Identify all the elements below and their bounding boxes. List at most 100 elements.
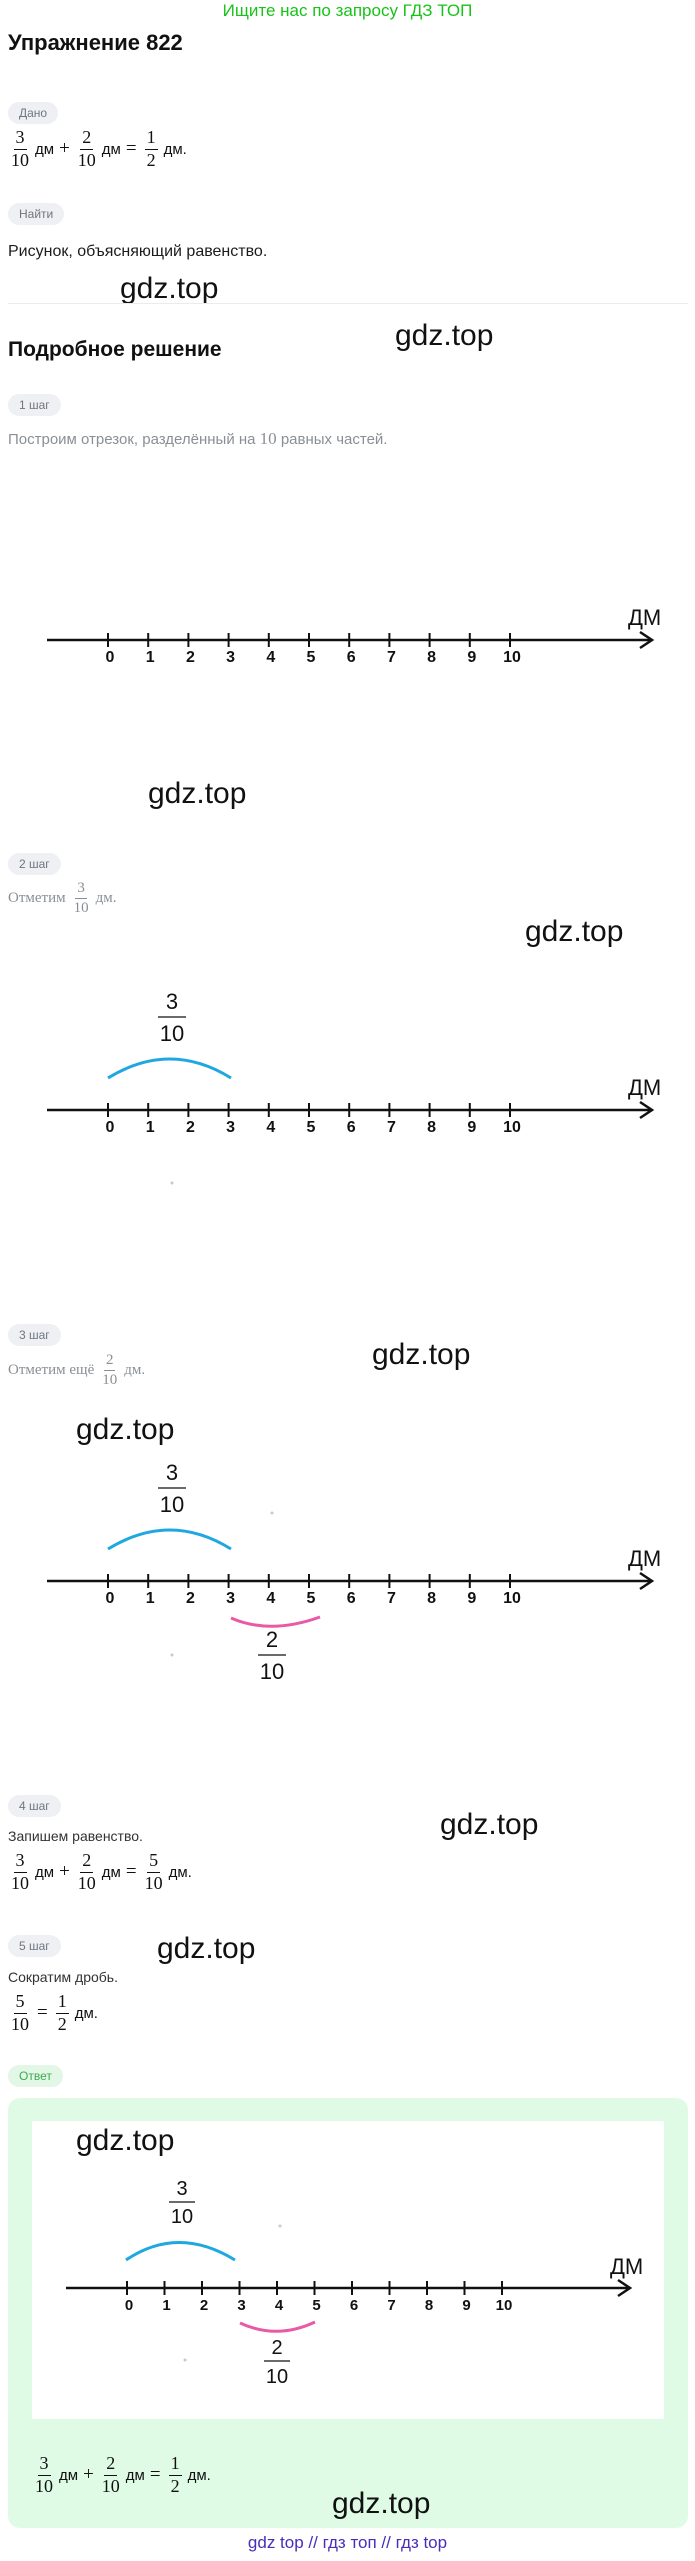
tick-label: 5 (307, 1590, 316, 1607)
tick-label: 1 (162, 2297, 170, 2314)
tick-label: 8 (427, 649, 436, 666)
tick-label: 7 (387, 2297, 395, 2314)
number-line-step-3: 0 1 2 3 4 5 6 7 8 9 10 ДМ 3 10 2 10 (47, 1460, 661, 1684)
watermark: gdz.top (120, 272, 219, 305)
step-5-text: Сократим дробь. (8, 1969, 118, 1985)
tick-label: 4 (266, 649, 275, 666)
promo-banner[interactable]: Ищите нас по запросу ГДЗ ТОП (222, 1, 473, 20)
svg-text:10: 10 (266, 2366, 288, 2388)
step-4-badge: 4 шаг (8, 1795, 61, 1817)
tick-label: 6 (347, 1590, 356, 1607)
page-title: Упражнение 822 (8, 30, 183, 55)
answer-figure-panel (32, 2121, 664, 2419)
footer-links[interactable]: gdz top // гдз топ // гдз top (247, 2533, 448, 2552)
tick-label: 0 (106, 1119, 115, 1136)
arc-three-tenths (125, 2241, 236, 2262)
arc-three-tenths (107, 1057, 232, 1080)
tick-label: 10 (503, 1590, 521, 1607)
tick-label: 3 (237, 2297, 245, 2314)
axis-unit-label: ДМ (628, 1546, 661, 1571)
step-3-text: Отметим ещё 2 10 дм. (8, 1352, 146, 1388)
tick-label: 6 (350, 2297, 358, 2314)
step-4-equation: 3 10 дм + 2 10 дм = 5 10 дм. (11, 1850, 192, 1893)
tick-label: 3 (226, 1590, 235, 1607)
axis-unit-label: ДМ (628, 605, 661, 630)
tick-label: 2 (186, 1119, 195, 1136)
tick-label: 10 (496, 2297, 513, 2314)
tick-label: 9 (467, 649, 476, 666)
tick-label: 7 (387, 1590, 396, 1607)
tick-label: 8 (425, 2297, 433, 2314)
watermark: gdz.top (525, 915, 624, 948)
watermark: gdz.top (395, 319, 494, 352)
step-4-text: Запишем равенство. (8, 1828, 143, 1844)
tick-label: 4 (266, 1119, 275, 1136)
watermark: gdz.top (76, 2124, 175, 2157)
find-text: Рисунок, объясняющий равенство. (8, 243, 268, 260)
number-line-answer: 0 1 2 3 4 5 6 7 8 9 10 ДМ 3 10 2 10 (66, 2178, 643, 2388)
step-2-text: Отметим 3 10 дм. (8, 880, 117, 916)
axis-unit-label: ДМ (628, 1075, 661, 1100)
svg-text:10: 10 (171, 2206, 193, 2228)
axis-arrow (617, 2278, 633, 2298)
axis-arrow (639, 1571, 655, 1591)
answer-badge: Ответ (8, 2065, 63, 2087)
axis-arrow (639, 1100, 655, 1120)
tick-label: 10 (503, 649, 521, 666)
fraction-two-tenths: 2 10 (77, 127, 96, 170)
tick-label: 6 (347, 1119, 356, 1136)
arc-two-tenths (239, 2320, 316, 2333)
arc-three-tenths (107, 1528, 232, 1551)
watermark: gdz.top (440, 1808, 539, 1841)
step-1-badge: 1 шаг (8, 394, 61, 416)
tick-label: 8 (427, 1590, 436, 1607)
tick-label: 6 (347, 649, 356, 666)
number-line-step-2: 0 1 2 3 4 5 6 7 8 9 10 ДМ 3 10 (47, 989, 661, 1185)
tick-label: 9 (462, 2297, 470, 2314)
tick-label: 2 (200, 2297, 208, 2314)
tick-label: 2 (186, 649, 195, 666)
svg-text:3: 3 (166, 1460, 178, 1485)
tick-label: 9 (467, 1119, 476, 1136)
arc-two-tenths (230, 1615, 321, 1628)
tick-label: 9 (467, 1590, 476, 1607)
watermark: gdz.top (372, 1338, 471, 1371)
svg-text:2: 2 (266, 1627, 278, 1652)
svg-text:10: 10 (260, 1659, 284, 1684)
number-line-step-1: 0 1 2 3 4 5 6 7 8 9 10 ДМ (47, 605, 661, 666)
tick-label: 10 (503, 1119, 521, 1136)
tick-label: 3 (226, 1119, 235, 1136)
watermark: gdz.top (76, 1413, 175, 1446)
arc-label-num: 3 (166, 989, 178, 1014)
watermark: gdz.top (157, 1932, 256, 1965)
step-5-badge: 5 шаг (8, 1935, 61, 1957)
tick-label: 4 (275, 2297, 284, 2314)
tick-label: 2 (186, 1590, 195, 1607)
svg-text:10: 10 (160, 1492, 184, 1517)
tick-label: 8 (427, 1119, 436, 1136)
step-2-badge: 2 шаг (8, 853, 61, 875)
given-badge: Дано (8, 102, 59, 124)
tick-label: 4 (266, 1590, 275, 1607)
svg-text:2: 2 (271, 2337, 282, 2359)
tick-label: 7 (387, 649, 396, 666)
axis-arrow (639, 630, 655, 650)
tick-label: 1 (146, 649, 155, 666)
find-badge: Найти (8, 203, 65, 225)
step-3-badge: 3 шаг (8, 1324, 61, 1346)
svg-text:3: 3 (176, 2178, 187, 2200)
step-1-text: Построим отрезок, разделённый на 10 равн… (8, 429, 388, 448)
tick-label: 5 (307, 1119, 316, 1136)
arc-label-den: 10 (160, 1021, 184, 1046)
tick-label: 1 (146, 1590, 155, 1607)
tick-label: 7 (387, 1119, 396, 1136)
tick-label: 0 (106, 1590, 115, 1607)
tick-label: 0 (106, 649, 115, 666)
tick-label: 3 (226, 649, 235, 666)
axis-unit-label: ДМ (610, 2254, 643, 2279)
fraction-three-tenths: 3 10 (11, 127, 29, 170)
